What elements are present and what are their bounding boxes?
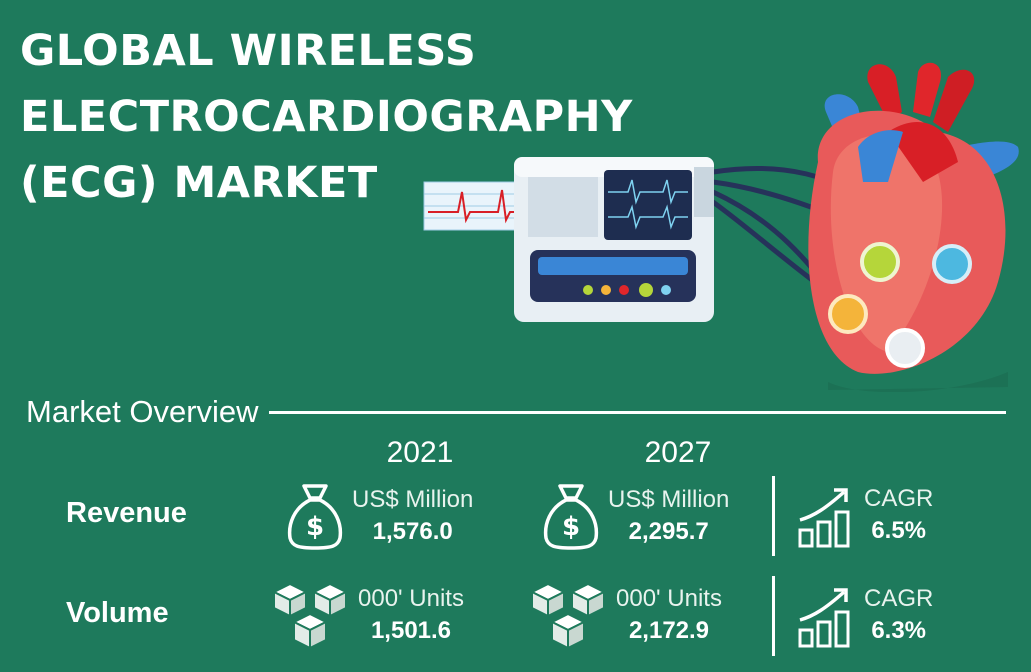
ecg-heart-illustration <box>418 52 1028 393</box>
revenue-2021-value: 1,576.0 <box>372 518 453 545</box>
money-bag-icon: $ <box>540 482 602 552</box>
market-overview-heading: Market Overview <box>26 392 1006 432</box>
volume-2027-cell: 000' Units 2,172.9 <box>528 580 722 652</box>
revenue-cagr-label: CAGR <box>864 485 934 512</box>
title-line-2: ELECTROCARDIOGRAPHY <box>20 92 633 142</box>
growth-chart-icon <box>796 484 854 548</box>
volume-divider <box>772 576 775 656</box>
revenue-label: Revenue <box>66 497 187 529</box>
svg-text:$: $ <box>306 512 324 542</box>
year-start: 2021 <box>386 436 454 469</box>
volume-2027-unit: 000' Units <box>616 585 722 612</box>
revenue-2021-unit: US$ Million <box>352 486 474 513</box>
volume-2027-value: 2,172.9 <box>628 617 710 644</box>
revenue-2027-unit: US$ Million <box>608 486 730 513</box>
title-line-1: GLOBAL WIRELESS <box>20 26 477 76</box>
volume-2021-unit: 000' Units <box>358 585 464 612</box>
revenue-2027-cell: $ US$ Million 2,295.7 <box>540 482 729 552</box>
page-title: GLOBAL WIRELESS ELECTROCARDIOGRAPHY (ECG… <box>20 18 633 216</box>
revenue-cagr-value: 6.5% <box>871 517 927 544</box>
cubes-icon <box>270 580 352 652</box>
revenue-cagr-cell: CAGR 6.5% <box>796 484 933 548</box>
revenue-divider <box>772 476 775 556</box>
market-overview-label: Market Overview <box>26 394 259 429</box>
revenue-2021-cell: $ US$ Million 1,576.0 <box>284 482 473 552</box>
cubes-icon <box>528 580 610 652</box>
volume-2021-cell: 000' Units 1,501.6 <box>270 580 464 652</box>
year-end: 2027 <box>644 436 712 469</box>
volume-2021-value: 1,501.6 <box>370 617 452 644</box>
svg-text:$: $ <box>562 512 580 542</box>
ecg-machine-icon <box>423 62 1019 393</box>
revenue-2027-value: 2,295.7 <box>628 518 709 545</box>
volume-label: Volume <box>66 597 169 629</box>
volume-cagr-cell: CAGR 6.3% <box>796 584 933 648</box>
title-line-3: (ECG) MARKET <box>20 158 378 208</box>
volume-cagr-label: CAGR <box>864 585 934 612</box>
money-bag-icon: $ <box>284 482 346 552</box>
heading-divider <box>268 410 1006 414</box>
growth-chart-icon <box>796 584 854 648</box>
volume-cagr-value: 6.3% <box>871 617 927 644</box>
